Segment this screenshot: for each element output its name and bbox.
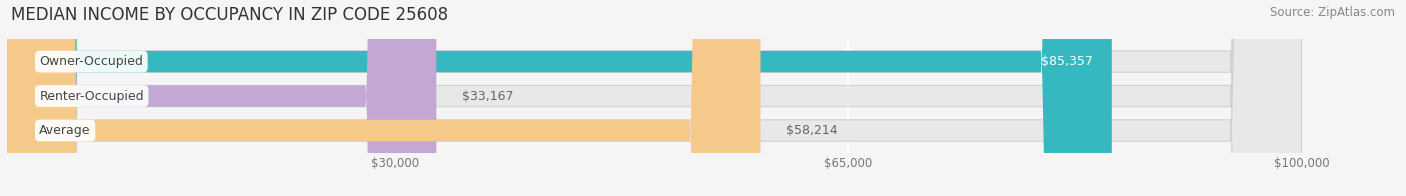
Text: Source: ZipAtlas.com: Source: ZipAtlas.com [1270, 6, 1395, 19]
FancyBboxPatch shape [7, 0, 1302, 196]
FancyBboxPatch shape [7, 0, 761, 196]
Text: $58,214: $58,214 [786, 124, 838, 137]
Text: Renter-Occupied: Renter-Occupied [39, 90, 143, 103]
Text: Owner-Occupied: Owner-Occupied [39, 55, 143, 68]
FancyBboxPatch shape [7, 0, 1302, 196]
Text: MEDIAN INCOME BY OCCUPANCY IN ZIP CODE 25608: MEDIAN INCOME BY OCCUPANCY IN ZIP CODE 2… [11, 6, 449, 24]
Text: Average: Average [39, 124, 91, 137]
Text: $85,357: $85,357 [1040, 55, 1092, 68]
FancyBboxPatch shape [7, 0, 1302, 196]
FancyBboxPatch shape [7, 0, 1112, 196]
Text: $33,167: $33,167 [463, 90, 513, 103]
FancyBboxPatch shape [7, 0, 436, 196]
